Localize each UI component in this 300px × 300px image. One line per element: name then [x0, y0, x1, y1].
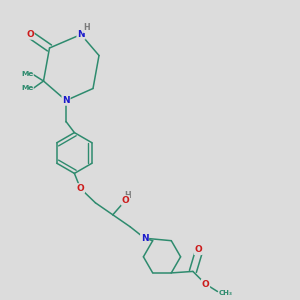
- Text: CH₃: CH₃: [219, 290, 233, 296]
- Text: H: H: [84, 23, 90, 32]
- Text: H: H: [124, 191, 131, 200]
- Text: O: O: [26, 30, 34, 39]
- Text: Me: Me: [21, 85, 33, 91]
- Text: Me: Me: [21, 71, 33, 77]
- Text: N: N: [62, 96, 70, 105]
- Text: N: N: [141, 234, 148, 243]
- Text: N: N: [77, 30, 85, 39]
- Text: O: O: [76, 184, 84, 193]
- Text: O: O: [202, 280, 209, 289]
- Text: O: O: [122, 196, 129, 205]
- Text: O: O: [194, 245, 202, 254]
